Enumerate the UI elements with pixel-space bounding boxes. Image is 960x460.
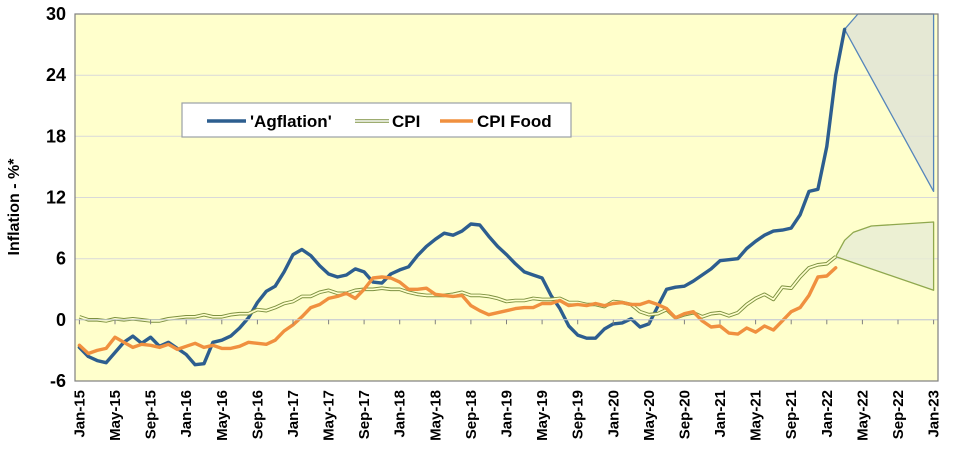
legend: 'Agflation' CPI CPI Food [181, 102, 572, 138]
x-tick-label: Sep-15 [143, 390, 160, 439]
legend-label-agflation: 'Agflation' [250, 112, 332, 131]
x-tick-label: Sep-19 [570, 390, 587, 439]
x-tick-label: Jan-15 [71, 390, 88, 438]
x-tick-label: Jan-19 [499, 390, 516, 438]
x-tick-label: Jan-20 [605, 390, 622, 438]
projection-fans-layer [835, 13, 935, 291]
legend-label-cpi-food: CPI Food [477, 112, 552, 131]
x-tick-label: May-18 [427, 390, 444, 441]
y-tick-label: 6 [56, 249, 66, 269]
x-tick-label: May-15 [107, 390, 124, 441]
x-tick-label: Sep-20 [676, 390, 693, 439]
axes-layer [74, 13, 939, 382]
x-tick-label: Sep-22 [890, 390, 907, 439]
x-tick-label: Jan-16 [178, 390, 195, 438]
x-tick-label: Jan-21 [712, 390, 729, 438]
x-tick-label: Jan-17 [285, 390, 302, 438]
x-tick-label: May-19 [534, 390, 551, 441]
x-tick-label: Sep-18 [463, 390, 480, 439]
series-line-cpi-food [77, 266, 838, 356]
series-lines-layer [77, 27, 847, 367]
y-tick-label: 24 [46, 65, 66, 85]
x-tick-label: May-16 [214, 390, 231, 441]
y-tick-label: 12 [46, 188, 66, 208]
x-tick-label: Jan-18 [392, 390, 409, 438]
x-tick-label: Jan-22 [819, 390, 836, 438]
x-tick-label: May-17 [321, 390, 338, 441]
y-tick-label: -6 [50, 371, 66, 391]
y-tick-label: 0 [56, 310, 66, 330]
series-line-agflation [77, 27, 847, 367]
tick-labels-layer: Jan-15 May-15 Sep-15 Jan-16 May-16 Sep-16 Jan-… [46, 4, 943, 441]
x-tick-label: May-21 [748, 390, 765, 441]
x-tick-label: May-20 [641, 390, 658, 441]
x-tick-label: Jan-23 [926, 390, 943, 438]
x-tick-label: May-22 [854, 390, 871, 441]
x-tick-label: Sep-17 [356, 390, 373, 439]
x-tick-label: Sep-16 [249, 390, 266, 439]
y-tick-label: 30 [46, 4, 66, 24]
plot-border [74, 13, 939, 382]
projection-fan-1 [835, 221, 935, 291]
x-tick-label: Sep-21 [783, 390, 800, 439]
y-tick-label: 18 [46, 126, 66, 146]
legend-label-cpi: CPI [392, 112, 420, 131]
y-axis-title: Inflation - %* [6, 158, 23, 256]
series-line-cpi-inner [79, 255, 837, 322]
